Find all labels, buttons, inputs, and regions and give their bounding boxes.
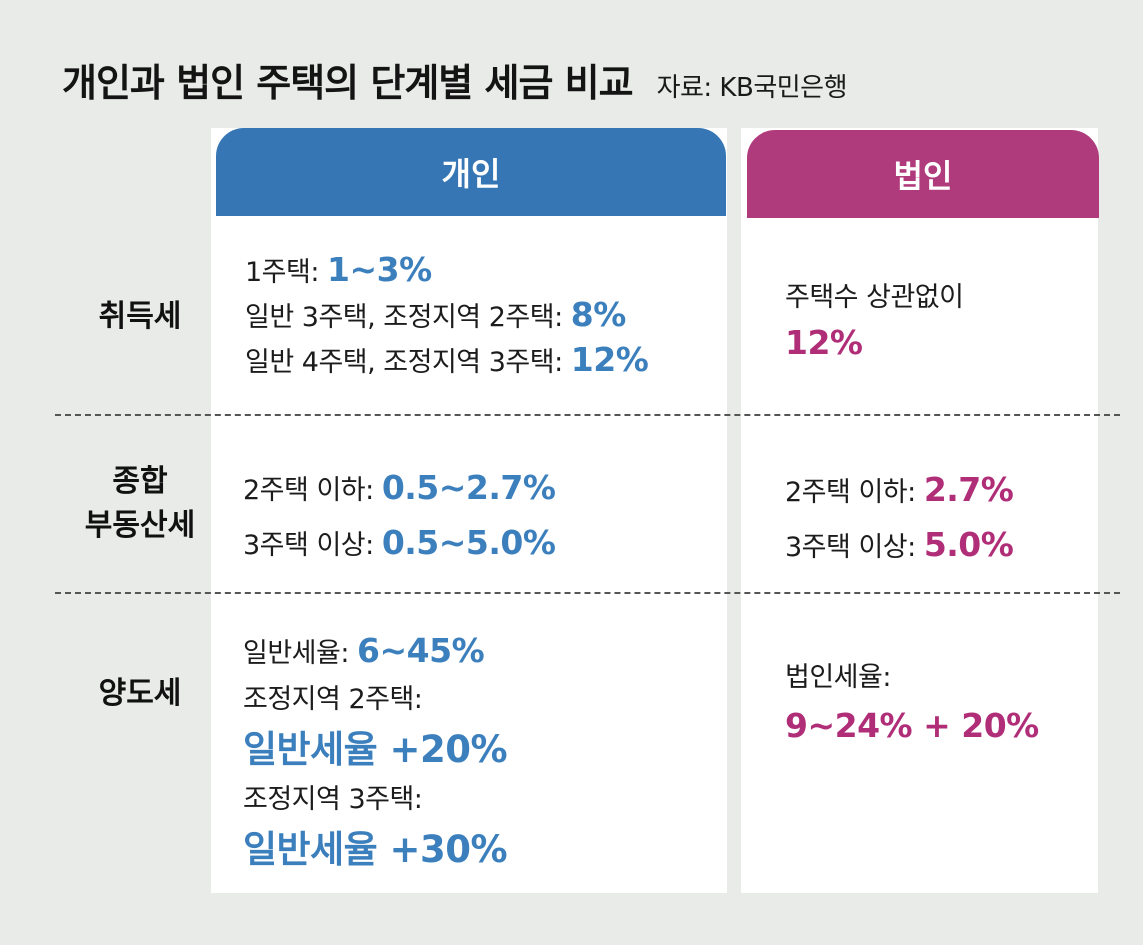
- acquisition-individual-cell: 1주택: 1~3% 일반 3주택, 조정지역 2주택: 8% 일반 4주택, 조…: [245, 247, 649, 382]
- rate-label: 3주택 이상:: [785, 532, 924, 563]
- rate-label: 2주택 이하:: [243, 475, 382, 506]
- rate-label: 일반 3주택, 조정지역 2주택:: [245, 302, 571, 333]
- rate-label: 일반세율:: [243, 638, 358, 669]
- individual-column-panel: [211, 128, 727, 893]
- row-label-line: 부동산세: [84, 508, 196, 543]
- title-row: 개인과 법인 주택의 단계별 세금 비교 자료: KB국민은행: [62, 52, 848, 107]
- row-label-comprehensive-tax: 종합 부동산세: [55, 460, 225, 548]
- individual-column-header: 개인: [216, 128, 726, 216]
- acquisition-individual-line: 1주택: 1~3%: [245, 247, 648, 292]
- page-title: 개인과 법인 주택의 단계별 세금 비교: [62, 61, 634, 105]
- rate-label: 2주택 이하:: [785, 477, 924, 508]
- row-label-transfer-tax: 양도세: [98, 676, 182, 711]
- rate-value: 8%: [570, 295, 627, 334]
- comprehensive-individual-line: 3주택 이상: 0.5~5.0%: [243, 515, 556, 570]
- comprehensive-corporate-line: 3주택 이상: 5.0%: [785, 517, 1014, 572]
- comprehensive-individual-line: 2주택 이하: 0.5~2.7%: [243, 460, 556, 515]
- acquisition-individual-line: 일반 4주택, 조정지역 3주택: 12%: [245, 337, 649, 382]
- acquisition-corporate-cell: 주택수 상관없이 12%: [785, 275, 964, 365]
- corporate-column-header: 법인: [747, 130, 1099, 218]
- row-divider: [55, 414, 1120, 416]
- acquisition-individual-line: 일반 3주택, 조정지역 2주택: 8%: [245, 292, 648, 337]
- row-label-line: 종합: [112, 464, 168, 499]
- rate-value: 12%: [785, 323, 863, 362]
- rate-value: 일반세율 +30%: [243, 828, 508, 871]
- rate-value: 0.5~5.0%: [381, 523, 556, 562]
- rate-label: 3주택 이상:: [243, 530, 382, 561]
- rate-label: 1주택:: [245, 257, 328, 288]
- rate-label: 조정지역 2주택:: [243, 684, 423, 715]
- comprehensive-corporate-cell: 2주택 이하: 2.7% 3주택 이상: 5.0%: [785, 462, 1014, 572]
- transfer-individual-line: 일반세율: 6~45%: [243, 625, 507, 677]
- row-label-acquisition-tax: 취득세: [98, 299, 182, 334]
- rate-value: 9~24% + 20%: [785, 706, 1039, 745]
- rate-label: 조정지역 3주택:: [243, 784, 423, 815]
- rate-value: 1~3%: [327, 250, 432, 289]
- corporate-column-panel: [741, 128, 1098, 893]
- rate-value: 0.5~2.7%: [381, 468, 556, 507]
- rate-label: 법인세율:: [785, 662, 891, 693]
- rate-value: 일반세율 +20%: [243, 728, 508, 771]
- transfer-individual-cell: 일반세율: 6~45% 조정지역 2주택: 일반세율 +20% 조정지역 3주택…: [243, 625, 508, 877]
- rate-value: 5.0%: [923, 525, 1014, 564]
- row-divider: [55, 592, 1120, 594]
- rate-label: 일반 4주택, 조정지역 3주택:: [245, 347, 571, 378]
- source-note: 자료: KB국민은행: [656, 73, 848, 103]
- comprehensive-corporate-line: 2주택 이하: 2.7%: [785, 462, 1014, 517]
- rate-value: 6~45%: [357, 631, 485, 670]
- comprehensive-individual-cell: 2주택 이하: 0.5~2.7% 3주택 이상: 0.5~5.0%: [243, 460, 556, 570]
- transfer-corporate-cell: 법인세율: 9~24% + 20%: [785, 655, 1039, 752]
- rate-label: 주택수 상관없이: [785, 282, 964, 313]
- rate-value: 12%: [570, 340, 649, 379]
- rate-value: 2.7%: [923, 470, 1014, 509]
